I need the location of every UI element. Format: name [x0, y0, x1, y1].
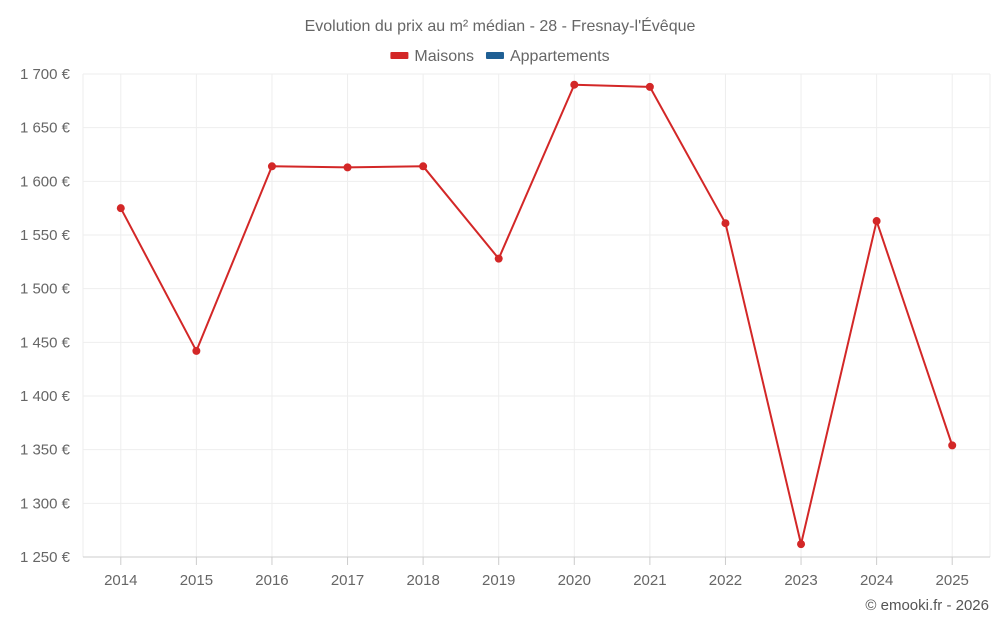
data-point-2022[interactable]: [721, 219, 730, 228]
x-tick-label: 2019: [482, 572, 515, 589]
x-tick-label: 2020: [558, 572, 591, 589]
x-tick-label: 2023: [784, 572, 817, 589]
y-tick-label: 1 550 €: [20, 227, 71, 244]
credit-text: © emooki.fr - 2026: [865, 597, 989, 614]
y-tick-label: 1 250 €: [20, 549, 71, 566]
data-point-2021[interactable]: [645, 82, 654, 91]
data-point-2023[interactable]: [797, 540, 806, 549]
y-tick-label: 1 350 €: [20, 442, 71, 459]
data-point-2017[interactable]: [343, 163, 352, 172]
legend: Maisons Appartements: [390, 48, 610, 65]
data-point-2019[interactable]: [494, 254, 503, 263]
x-tick-label: 2022: [709, 572, 742, 589]
data-point-2024[interactable]: [872, 217, 881, 226]
y-tick-label: 1 700 €: [20, 66, 71, 83]
data-point-2016[interactable]: [267, 162, 276, 171]
x-tick-label: 2016: [255, 572, 288, 589]
y-tick-label: 1 500 €: [20, 281, 71, 298]
x-gridlines: [82, 74, 991, 557]
y-tick-label: 1 450 €: [20, 334, 71, 351]
y-tick-label: 1 650 €: [20, 120, 71, 137]
data-point-2015[interactable]: [192, 346, 201, 355]
y-gridlines: [83, 73, 990, 504]
legend-swatch-appartements: [485, 52, 504, 59]
x-tick-label: 2017: [331, 572, 364, 589]
data-point-2018[interactable]: [419, 162, 428, 171]
data-point-2025[interactable]: [948, 441, 957, 450]
chart-title: Evolution du prix au m² médian - 28 - Fr…: [305, 16, 696, 35]
series-line-maisons: [119, 83, 954, 546]
y-tick-label: 1 400 €: [20, 388, 71, 405]
x-axis: 2014 2015 2016 2017 2018 2019 2020 2021 2022 2023…: [83, 556, 990, 589]
x-tick-label: 2024: [860, 572, 893, 589]
y-tick-label: 1 300 €: [20, 495, 71, 512]
legend-label-appartements[interactable]: Appartements: [510, 48, 610, 65]
y-tick-label: 1 600 €: [20, 173, 71, 190]
legend-label-maisons[interactable]: Maisons: [414, 48, 474, 65]
x-tick-label: 2025: [936, 572, 969, 589]
y-axis: 1 250 € 1 300 € 1 350 € 1 400 € 1 450 € 1 500…: [20, 66, 71, 566]
x-tick-label: 2018: [406, 572, 439, 589]
series-layer: [116, 80, 957, 549]
data-point-2020[interactable]: [570, 80, 579, 89]
x-tick-label: 2015: [180, 572, 213, 589]
x-tick-label: 2021: [633, 572, 666, 589]
data-point-2014[interactable]: [116, 204, 125, 213]
x-tick-label: 2014: [104, 572, 137, 589]
legend-swatch-maisons: [390, 52, 409, 59]
